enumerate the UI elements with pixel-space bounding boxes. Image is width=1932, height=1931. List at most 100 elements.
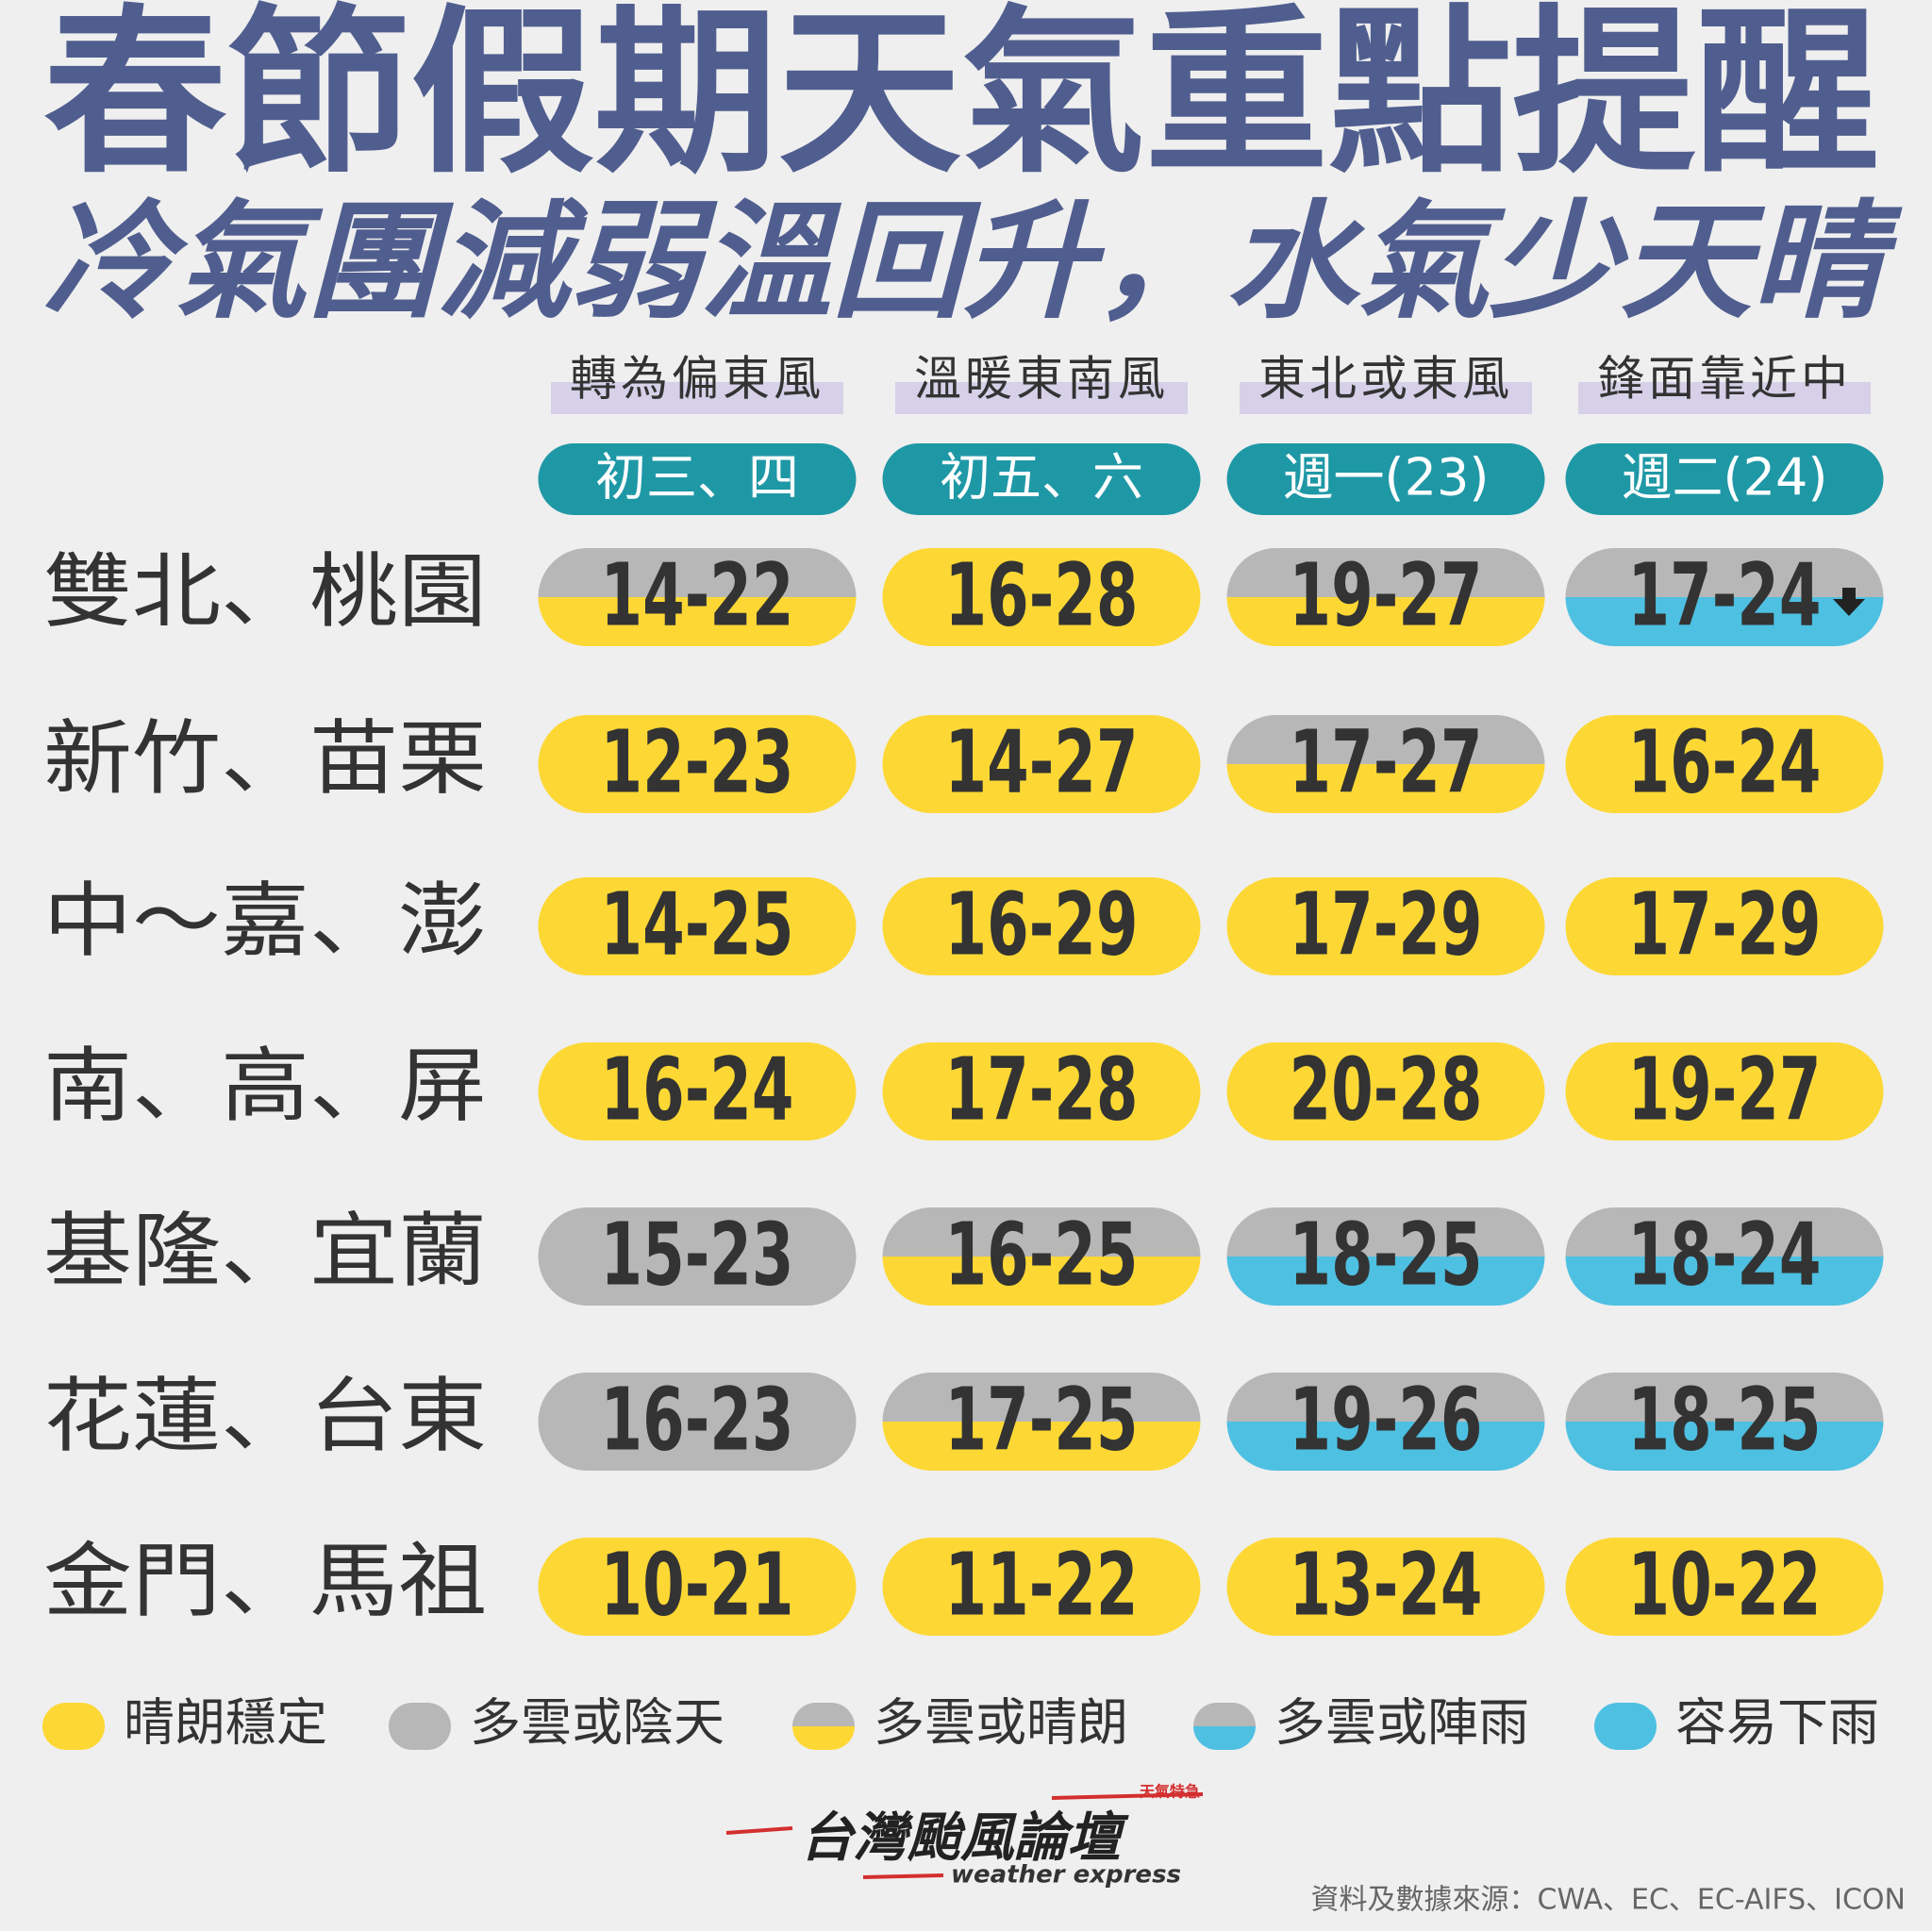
- date-label: 初五、六: [940, 448, 1143, 508]
- temp-range: 17-27: [1290, 711, 1483, 812]
- legend-label: 多雲或陣雨: [1274, 1693, 1529, 1753]
- temp-pill: [882, 1538, 1201, 1636]
- temp-pill: [882, 1042, 1201, 1140]
- temp-range: 16-23: [601, 1369, 794, 1470]
- date-label: 週一(23): [1283, 448, 1490, 508]
- wind-label: 鋒面靠近中: [1597, 352, 1852, 407]
- temp-pill: [1565, 1373, 1884, 1471]
- temp-range: 16-24: [601, 1039, 794, 1140]
- legend-label: 晴朗穩定: [124, 1693, 327, 1753]
- logo-text: 台灣颱風論壇: [800, 1807, 1129, 1869]
- pill-top: [882, 548, 1201, 598]
- legend-swatch: [1594, 1703, 1657, 1750]
- pill-bottom: [882, 764, 1201, 813]
- pill-top: [538, 715, 857, 765]
- temp-pill: [882, 548, 1201, 646]
- pill-top: [1565, 1042, 1884, 1092]
- temp-range: 17-29: [1290, 874, 1483, 974]
- temp-range: 14-22: [601, 544, 794, 645]
- wind-highlight: [895, 382, 1188, 414]
- pill-bottom: [538, 1091, 857, 1140]
- temp-pill: [1565, 1538, 1884, 1636]
- temp-pill: [1226, 1207, 1545, 1306]
- temp-range: 16-29: [945, 874, 1139, 974]
- temp-pill: [1226, 1373, 1545, 1471]
- pill-bottom: [1226, 1257, 1545, 1306]
- wind-highlight: [551, 382, 843, 414]
- temp-pill: [538, 1207, 857, 1306]
- pill-top: [538, 1373, 857, 1423]
- pill-top: [882, 1207, 1201, 1257]
- temp-pill: [538, 1373, 857, 1471]
- wind-label: 東北或東風: [1258, 352, 1513, 407]
- region-label: 金門、馬祖: [43, 1534, 487, 1628]
- temp-range: 12-23: [601, 711, 794, 812]
- temp-pill: [538, 715, 857, 813]
- temp-range: 16-28: [945, 544, 1139, 645]
- temp-range: 15-23: [601, 1204, 794, 1305]
- pill-top: [42, 1703, 105, 1727]
- temp-pill: [1565, 1207, 1884, 1306]
- logo-stroke: [725, 1826, 793, 1835]
- legend-swatch: [389, 1703, 451, 1750]
- legend-label: 多雲或陰天: [470, 1693, 724, 1753]
- down-arrow: [1833, 588, 1865, 616]
- date-label: 初三、四: [595, 448, 799, 508]
- temp-range: 11-22: [945, 1534, 1139, 1635]
- temp-range: 18-25: [1628, 1369, 1822, 1470]
- temp-range: 16-25: [945, 1204, 1139, 1305]
- temp-pill: [882, 715, 1201, 813]
- date-label: 週二(24): [1622, 448, 1828, 508]
- pill-bottom: [1565, 1091, 1884, 1140]
- logo-subtext: weather express: [951, 1861, 1181, 1889]
- pill-bottom: [538, 1257, 857, 1306]
- pill-bottom: [882, 597, 1201, 646]
- temp-pill: [1565, 548, 1884, 646]
- region-label: 基隆、宜蘭: [43, 1204, 487, 1298]
- temp-pill: [1226, 715, 1545, 813]
- pill-bottom: [1565, 1587, 1884, 1636]
- pill-top: [1565, 548, 1884, 598]
- pill-top: [882, 1538, 1201, 1588]
- temp-range: 18-25: [1290, 1204, 1483, 1305]
- region-label: 新竹、苗栗: [43, 711, 487, 806]
- pill-top: [1226, 1373, 1545, 1423]
- temp-range: 19-27: [1290, 544, 1483, 645]
- date-pill: [1565, 443, 1884, 515]
- temp-range: 18-24: [1628, 1204, 1822, 1305]
- pill-bottom: [538, 926, 857, 975]
- pill-top: [538, 548, 857, 598]
- temp-range: 14-27: [945, 711, 1139, 812]
- temp-range: 17-28: [945, 1039, 1139, 1140]
- temp-range: 16-24: [1628, 711, 1822, 812]
- pill-bottom: [1226, 926, 1545, 975]
- pill-top: [538, 877, 857, 927]
- pill-top: [538, 1042, 857, 1092]
- pill-bottom: [538, 1587, 857, 1636]
- legend-label: 容易下雨: [1675, 1693, 1879, 1753]
- pill-top: [1226, 548, 1545, 598]
- temp-range: 17-24: [1628, 544, 1822, 645]
- pill-top: [1594, 1703, 1657, 1727]
- pill-top: [1193, 1703, 1256, 1727]
- pill-top: [882, 1042, 1201, 1092]
- temp-range: 20-28: [1290, 1039, 1483, 1140]
- region-label: 雙北、桃園: [43, 544, 487, 639]
- logo: 台灣颱風論壇 weather express 天氣特急: [725, 1783, 1204, 1889]
- temp-pill: [538, 1538, 857, 1636]
- pill-bottom: [882, 1422, 1201, 1471]
- wind-highlight: [1240, 382, 1532, 414]
- subtitle: 冷氣團減弱溫回升，水氣少天晴: [43, 188, 1904, 336]
- date-pill: [882, 443, 1201, 515]
- pill-top: [1226, 1207, 1545, 1257]
- pill-top: [1226, 1538, 1545, 1588]
- pill-top: [538, 1538, 857, 1588]
- temp-pill: [1226, 1538, 1545, 1636]
- legend-swatch: [1193, 1703, 1256, 1750]
- temp-pill: [1565, 715, 1884, 813]
- pill-bottom: [882, 926, 1201, 975]
- pill-bottom: [1226, 1091, 1545, 1140]
- pill-top: [1565, 1538, 1884, 1588]
- temp-range: 13-24: [1290, 1534, 1483, 1635]
